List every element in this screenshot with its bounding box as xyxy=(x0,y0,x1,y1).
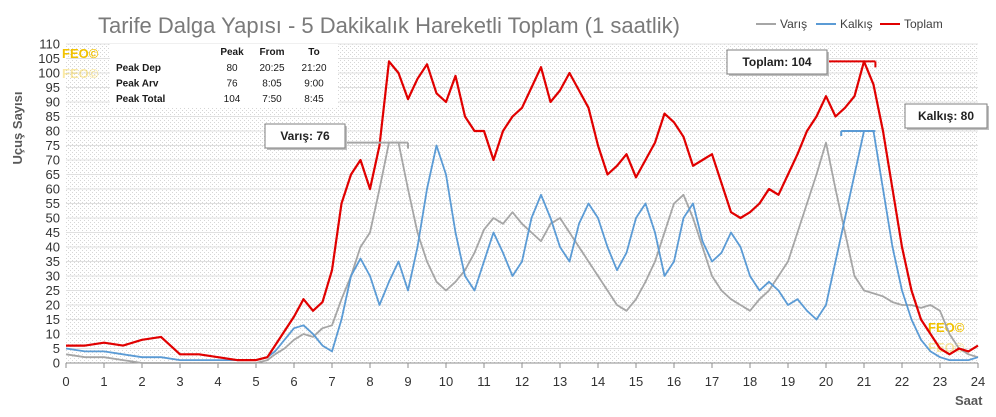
x-tick-label: 2 xyxy=(138,374,145,389)
series-line-toplam xyxy=(66,60,979,362)
x-tick-label: 21 xyxy=(857,374,871,389)
y-axis-title: Uçuş Sayısı xyxy=(10,92,25,165)
x-tick-label: 3 xyxy=(176,374,183,389)
y-tick-label: 105 xyxy=(38,51,60,66)
chart-title: Tarife Dalga Yapısı - 5 Dakikalık Hareke… xyxy=(98,13,680,38)
annotation-box xyxy=(264,123,346,149)
y-tick-label: 5 xyxy=(53,341,60,356)
x-tick-label: 13 xyxy=(553,374,567,389)
y-tick-label: 100 xyxy=(38,66,60,81)
peak-table-cell: 9:00 xyxy=(304,79,324,90)
y-tick-label: 95 xyxy=(46,80,60,95)
x-tick-label: 4 xyxy=(214,374,221,389)
y-tick-label: 25 xyxy=(46,283,60,298)
legend-label: Toplam xyxy=(904,17,943,31)
peak-table-header: Peak xyxy=(220,47,244,58)
x-tick-label: 22 xyxy=(895,374,909,389)
x-tick-label: 19 xyxy=(781,374,795,389)
x-tick-label: 18 xyxy=(743,374,757,389)
watermark-shadow: FEO© xyxy=(62,66,99,81)
x-tick-label: 7 xyxy=(328,374,335,389)
x-tick-label: 10 xyxy=(439,374,453,389)
x-tick-label: 8 xyxy=(366,374,373,389)
y-tick-label: 35 xyxy=(46,254,60,269)
x-tick-label: 1 xyxy=(100,374,107,389)
peak-table-header: To xyxy=(308,47,319,58)
peak-table-background xyxy=(110,44,338,108)
y-tick-label: 45 xyxy=(46,225,60,240)
annotation-label: Toplam: 104 xyxy=(742,55,811,69)
x-tick-label: 5 xyxy=(252,374,259,389)
y-tick-label: 110 xyxy=(39,37,60,52)
x-axis-title: Saat xyxy=(955,393,983,408)
annotation-box xyxy=(904,103,988,129)
x-tick-label: 0 xyxy=(62,374,69,389)
peak-table-cell: 76 xyxy=(226,79,238,90)
x-tick-label: 11 xyxy=(477,374,491,389)
y-tick-label: 55 xyxy=(46,196,60,211)
y-tick-label: 85 xyxy=(46,109,60,124)
watermark: FEO© xyxy=(62,46,99,61)
y-tick-label: 60 xyxy=(46,182,60,197)
x-tick-label: 14 xyxy=(591,374,605,389)
y-tick-label: 70 xyxy=(46,153,60,168)
peak-table-cell: 21:20 xyxy=(301,63,326,74)
peak-table-row-label: Peak Arv xyxy=(116,79,159,90)
peak-table-cell: 8:05 xyxy=(262,79,282,90)
annotation-label: Kalkış: 80 xyxy=(918,109,974,123)
annotation-label: Varış: 76 xyxy=(280,129,330,143)
peak-table-cell: 20:25 xyxy=(259,63,284,74)
y-tick-label: 15 xyxy=(46,312,60,327)
x-tick-label: 6 xyxy=(290,374,297,389)
legend-label: Varış xyxy=(780,17,807,31)
y-tick-label: 10 xyxy=(46,327,60,342)
y-tick-label: 90 xyxy=(46,95,60,110)
y-tick-label: 65 xyxy=(46,167,60,182)
legend-label: Kalkış xyxy=(840,17,873,31)
annotation-box xyxy=(726,49,828,75)
peak-table-cell: 104 xyxy=(224,94,241,105)
series-line-kalkış xyxy=(65,130,979,361)
peak-table-header: From xyxy=(260,47,285,58)
y-tick-label: 75 xyxy=(46,138,60,153)
y-tick-label: 20 xyxy=(46,298,60,313)
peak-table-cell: 80 xyxy=(226,63,238,74)
x-tick-label: 9 xyxy=(404,374,411,389)
peak-table-cell: 7:50 xyxy=(262,94,282,105)
y-tick-label: 0 xyxy=(53,356,60,371)
y-tick-label: 80 xyxy=(46,124,60,139)
x-tick-label: 17 xyxy=(705,374,719,389)
peak-table-row-label: Peak Total xyxy=(116,94,165,105)
x-tick-label: 15 xyxy=(629,374,643,389)
y-tick-label: 40 xyxy=(46,240,60,255)
series-line-varış xyxy=(65,141,979,364)
x-tick-label: 20 xyxy=(819,374,833,389)
x-tick-label: 16 xyxy=(667,374,681,389)
x-tick-label: 12 xyxy=(515,374,529,389)
peak-table-cell: 8:45 xyxy=(304,94,324,105)
x-tick-label: 23 xyxy=(933,374,947,389)
x-tick-label: 24 xyxy=(971,374,985,389)
y-tick-label: 30 xyxy=(46,269,60,284)
y-tick-label: 50 xyxy=(46,211,60,226)
peak-table-row-label: Peak Dep xyxy=(116,63,161,74)
